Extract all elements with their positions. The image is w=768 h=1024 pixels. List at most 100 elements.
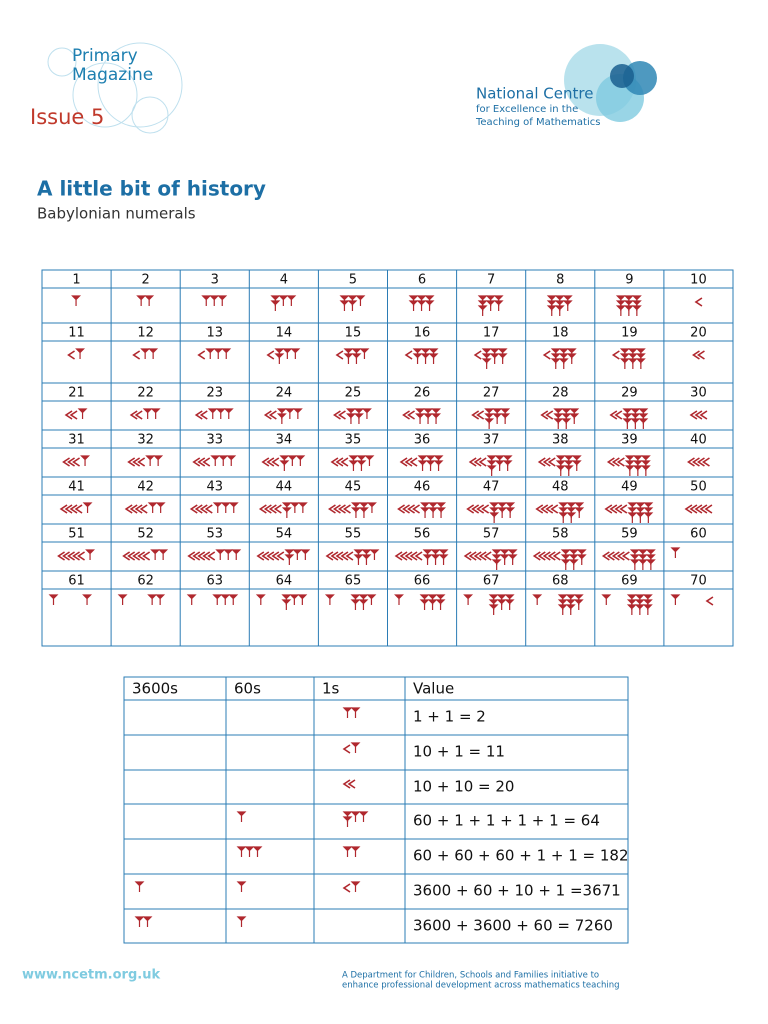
- wedge: [359, 507, 369, 518]
- wedge: [289, 502, 300, 513]
- chevron: [338, 410, 346, 420]
- numeral-label: 45: [345, 480, 362, 495]
- wedge: [350, 881, 361, 892]
- numeral-label: 20: [690, 326, 707, 341]
- chevron: [542, 350, 551, 360]
- chevron: [550, 504, 559, 514]
- numeral-label: 44: [276, 480, 293, 495]
- chevron: [535, 504, 544, 514]
- wedge: [419, 599, 430, 610]
- numeral-glyph: [463, 594, 515, 615]
- chevron: [412, 504, 420, 514]
- chevron: [699, 410, 708, 420]
- wedge: [228, 594, 239, 605]
- issue-number: Issue 5: [30, 105, 104, 129]
- chevron: [207, 551, 216, 561]
- wedge: [553, 418, 564, 429]
- numeral-label: 40: [690, 433, 707, 448]
- chevron: [347, 779, 356, 789]
- chevron: [402, 504, 410, 514]
- chevron: [699, 504, 708, 514]
- wedge: [670, 547, 681, 558]
- numeral-glyph: [186, 594, 239, 605]
- wedge: [255, 594, 266, 605]
- wedge: [484, 418, 495, 429]
- numeral-label: 9: [625, 273, 633, 288]
- numeral-glyph: [532, 549, 587, 570]
- numeral-label: 48: [552, 480, 569, 495]
- chevron: [129, 410, 138, 420]
- chevron: [194, 410, 203, 420]
- chevron: [616, 551, 625, 561]
- wedge: [573, 599, 584, 610]
- organisation-name: National Centre: [476, 85, 593, 103]
- numeral-label: 30: [690, 386, 707, 401]
- chevron: [194, 504, 203, 514]
- wedge: [212, 594, 223, 605]
- numeral-glyph: [48, 594, 92, 605]
- chevron: [545, 410, 554, 420]
- chevron: [202, 551, 211, 561]
- numeral-label: 51: [68, 527, 85, 542]
- chevron: [62, 457, 70, 467]
- wedge: [48, 594, 59, 605]
- wedge: [279, 460, 290, 471]
- numeral-label: 68: [552, 574, 569, 589]
- wedge: [75, 348, 85, 359]
- chevron: [609, 504, 618, 514]
- chevron: [542, 551, 551, 561]
- chevron: [705, 596, 714, 606]
- numeral-glyph: [537, 455, 582, 476]
- wedge: [499, 554, 510, 565]
- chevron: [473, 457, 482, 467]
- wedge: [626, 604, 637, 615]
- numeral-label: 32: [137, 433, 154, 448]
- numeral-label: 21: [68, 386, 85, 401]
- wedge: [420, 507, 430, 518]
- numeral-label: 34: [276, 433, 293, 448]
- wedge: [292, 408, 303, 419]
- wedge: [562, 300, 573, 311]
- value-cell: 10 + 10 = 20: [413, 778, 514, 796]
- wedge: [147, 502, 158, 513]
- wedge: [347, 300, 358, 311]
- chevron: [684, 504, 693, 514]
- wedge: [619, 358, 630, 369]
- numeral-label: 10: [690, 273, 707, 288]
- chevron: [606, 457, 615, 467]
- numeral-glyph: [261, 455, 306, 471]
- wedge: [428, 507, 438, 518]
- numeral-glyph: [136, 295, 155, 306]
- numeral-glyph: [670, 547, 681, 558]
- numeral-label: 56: [414, 527, 431, 542]
- value-cell: 60 + 60 + 60 + 1 + 1 = 182: [413, 847, 629, 865]
- numeral-glyph: [192, 455, 237, 467]
- chevron: [59, 504, 68, 514]
- numeral-label: 14: [276, 326, 293, 341]
- wedge: [339, 300, 350, 311]
- wedge: [645, 559, 656, 570]
- wedge: [236, 811, 247, 822]
- wedge: [350, 846, 361, 857]
- wedge: [627, 358, 638, 369]
- footer-note: enhance professional development across …: [342, 981, 620, 991]
- chevron: [330, 551, 339, 561]
- wedge: [295, 455, 306, 466]
- numeral-glyph: [477, 295, 504, 316]
- numeral-glyph: [684, 504, 713, 514]
- chevron: [409, 457, 418, 467]
- wedge: [489, 353, 500, 364]
- cuneiform: [134, 881, 145, 892]
- wedge: [217, 295, 228, 306]
- value-cell: 10 + 1 = 11: [413, 743, 505, 761]
- wedge: [212, 502, 223, 513]
- wedge: [630, 418, 641, 429]
- chevron: [468, 551, 477, 561]
- cuneiform: [236, 916, 247, 927]
- chevron: [132, 457, 141, 467]
- wedge: [488, 604, 499, 615]
- wedge: [284, 554, 295, 565]
- numeral-glyph: [189, 502, 239, 514]
- chevron: [199, 504, 208, 514]
